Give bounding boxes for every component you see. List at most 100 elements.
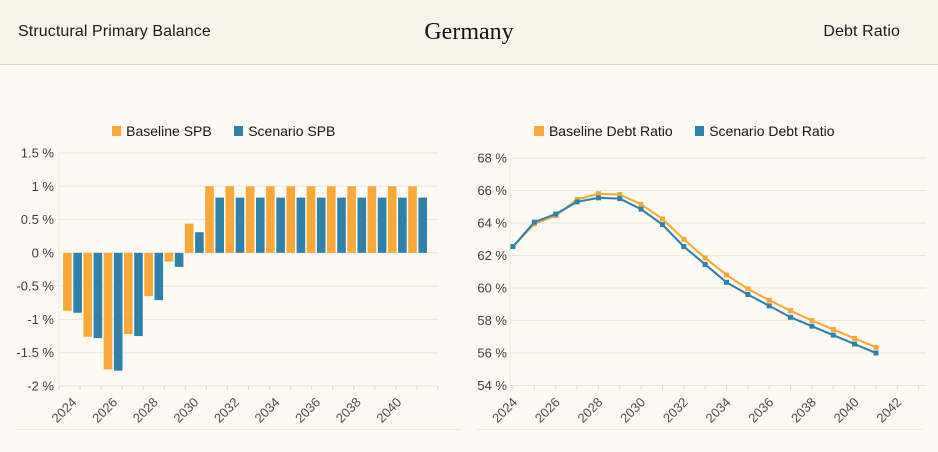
x-tick-label: 2038 [333,395,364,426]
x-tick-label: 2034 [703,395,734,426]
bar-scenario-spb [276,197,285,253]
x-tick-label: 2028 [574,395,605,426]
page-header: Structural Primary Balance Germany Debt … [0,0,938,65]
bar-scenario-spb [134,252,143,337]
y-tick-label: 60 % [477,281,507,296]
bar-baseline-spb [306,186,316,253]
marker-scenario-debt-ratio [659,222,665,228]
debt-chart: 68 % 66 % 64 % 62 % 60 % 58 % 56 % 54 % 2024 2026… [477,151,926,426]
bar-scenario-spb [256,197,265,253]
bar-baseline-spb [387,186,397,253]
marker-scenario-debt-ratio [574,199,580,205]
y-tick-label: 54 % [477,378,507,393]
bar-scenario-spb [316,197,326,253]
marker-scenario-debt-ratio [724,279,729,285]
marker-scenario-debt-ratio [852,341,858,347]
bar-baseline-spb [286,186,295,253]
charts-row: Baseline SPB Scenario SPB 1.5 % 1 % 0.5 % 0 … [0,65,938,430]
spb-chart: 1.5 % 1 % 0.5 % 0 % -0.5 % -1 % -1.5 % -2 %2024… [16,146,439,426]
bar-baseline-spb [124,252,133,335]
bar-scenario-spb [337,197,346,253]
marker-scenario-debt-ratio [788,314,794,320]
bar-baseline-spb [408,186,417,253]
x-tick-label: 2040 [373,395,404,426]
legend-swatch [534,126,544,136]
x-tick-label: 2040 [831,395,862,426]
x-tick-label: 2038 [788,395,819,426]
marker-scenario-debt-ratio [510,244,516,250]
debt-chart-legend: Baseline Debt Ratio Scenario Debt Ratio [477,121,892,141]
x-tick-label: 2028 [130,395,161,426]
bar-scenario-spb [235,197,245,253]
legend-item-baseline-debt-ratio[interactable]: Baseline Debt Ratio [534,123,673,139]
bar-baseline-spb [266,186,275,253]
marker-baseline-debt-ratio [681,236,687,242]
legend-item-scenario-debt-ratio[interactable]: Scenario Debt Ratio [694,123,835,139]
debt-chart-card: Baseline Debt Ratio Scenario Debt Ratio 6… [477,65,926,430]
legend-label: Baseline Debt Ratio [548,123,673,139]
y-tick-label: 58 % [477,313,507,328]
x-tick-label: 2036 [292,395,323,426]
y-tick-label: 0.5 % [21,212,55,227]
x-tick-label: 2026 [532,395,563,426]
bar-scenario-spb [195,232,204,253]
bar-baseline-spb [184,223,194,253]
bar-baseline-spb [164,252,174,262]
bar-baseline-spb [327,186,336,253]
bar-scenario-spb [93,252,103,339]
marker-scenario-debt-ratio [745,292,751,297]
x-tick-label: 2024 [49,395,80,426]
bar-baseline-spb [225,186,235,253]
bar-scenario-spb [215,197,224,253]
legend-swatch [694,126,705,136]
x-tick-label: 2030 [617,395,648,426]
y-tick-label: 1.5 % [21,146,55,161]
legend-item-scenario-spb[interactable]: Scenario SPB [233,123,335,139]
y-tick-label: 62 % [477,248,507,263]
x-tick-label: 2030 [170,395,201,426]
marker-scenario-debt-ratio [873,350,879,356]
x-tick-label: 2042 [873,395,904,426]
marker-scenario-debt-ratio [553,211,559,217]
marker-scenario-debt-ratio [766,303,772,309]
marker-baseline-debt-ratio [617,192,623,198]
bar-scenario-spb [377,197,387,253]
y-tick-label: 68 % [477,151,507,166]
marker-baseline-debt-ratio [788,308,794,314]
marker-baseline-debt-ratio [809,318,815,323]
bar-baseline-spb [63,252,72,311]
legend-item-baseline-spb[interactable]: Baseline SPB [111,123,212,139]
bar-baseline-spb [347,186,356,253]
bar-baseline-spb [367,186,377,253]
x-tick-label: 2032 [211,395,242,426]
y-tick-label: -1 % [27,312,54,327]
spb-chart-legend: Baseline SPB Scenario SPB [16,121,431,141]
y-tick-label: 56 % [477,346,507,361]
bar-scenario-spb [174,252,184,267]
page-title: Germany [424,18,514,45]
legend-label: Scenario Debt Ratio [709,123,835,139]
marker-baseline-debt-ratio [595,191,601,197]
marker-scenario-debt-ratio [531,219,537,225]
marker-baseline-debt-ratio [638,201,644,207]
marker-baseline-debt-ratio [852,335,858,341]
line-scenario-debt-ratio [512,196,877,354]
marker-scenario-debt-ratio [617,196,623,202]
bar-baseline-spb [83,252,92,337]
legend-swatch [111,126,122,136]
x-tick-label: 2024 [489,395,520,426]
y-tick-label: -0.5 % [16,279,54,294]
bar-scenario-spb [296,197,306,253]
bar-scenario-spb [398,197,407,253]
left-chart-title: Structural Primary Balance [18,23,211,40]
marker-baseline-debt-ratio [873,344,879,350]
marker-baseline-debt-ratio [724,272,729,278]
bar-scenario-spb [154,252,164,301]
bar-baseline-spb [103,252,113,370]
x-tick-label: 2036 [745,395,776,426]
marker-baseline-debt-ratio [766,297,772,303]
marker-scenario-debt-ratio [830,332,836,338]
y-tick-label: 66 % [477,183,507,198]
y-tick-label: 0 % [32,245,55,260]
marker-baseline-debt-ratio [702,255,708,261]
